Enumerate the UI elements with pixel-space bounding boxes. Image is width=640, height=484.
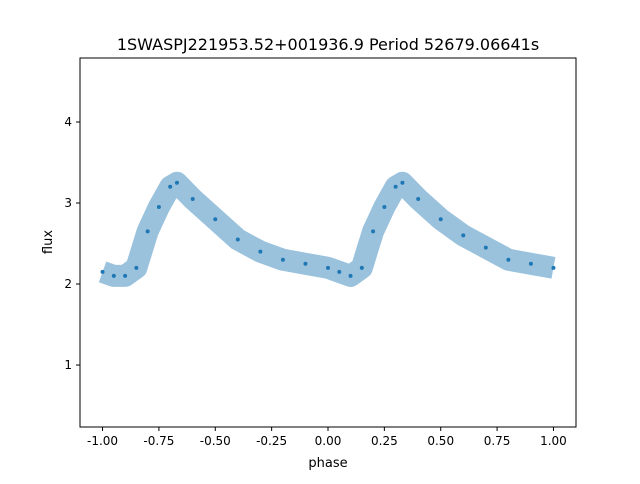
chart-title: 1SWASPJ221953.52+001936.9 Period 52679.0…: [117, 35, 539, 54]
data-point: [400, 180, 405, 185]
x-tick-label: -0.75: [143, 434, 174, 448]
data-point: [528, 261, 533, 266]
data-point: [100, 269, 105, 274]
data-point: [393, 184, 398, 189]
data-point: [483, 245, 488, 250]
y-tick-label: 4: [64, 115, 72, 129]
y-tick-label: 1: [64, 358, 72, 372]
data-point: [348, 273, 353, 278]
point-density-band: [98, 171, 556, 287]
data-point: [235, 237, 240, 242]
data-point: [461, 233, 466, 238]
data-point: [551, 265, 556, 270]
data-point: [190, 196, 195, 201]
data-point: [326, 265, 330, 270]
data-point: [359, 265, 364, 270]
x-tick-label: 0.00: [315, 434, 342, 448]
data-point: [371, 229, 376, 234]
data-point: [213, 217, 218, 222]
data-point: [258, 249, 263, 254]
x-tick-label: 1.00: [540, 434, 567, 448]
y-tick-label: 2: [64, 277, 72, 291]
data-point: [303, 261, 308, 266]
data-point: [506, 257, 511, 262]
data-point: [168, 184, 173, 189]
x-axis-label: phase: [308, 456, 347, 471]
data-point: [145, 229, 150, 234]
x-tick-label: -0.50: [200, 434, 231, 448]
data-point: [416, 196, 421, 201]
y-axis-label: flux: [41, 230, 56, 254]
data-point: [134, 265, 139, 270]
data-point: [337, 269, 342, 274]
x-tick-label: 0.75: [484, 434, 511, 448]
x-tick-label: 0.50: [427, 434, 454, 448]
x-tick-label: 0.25: [371, 434, 398, 448]
data-point: [156, 205, 161, 210]
y-tick-label: 3: [64, 196, 72, 210]
x-tick-label: -0.25: [256, 434, 287, 448]
x-tick-label: -1.00: [87, 434, 118, 448]
data-point: [280, 257, 285, 262]
data-point: [438, 217, 443, 222]
data-point: [111, 273, 116, 278]
data-point: [174, 180, 179, 185]
data-point: [123, 273, 128, 278]
data-point: [382, 205, 387, 210]
